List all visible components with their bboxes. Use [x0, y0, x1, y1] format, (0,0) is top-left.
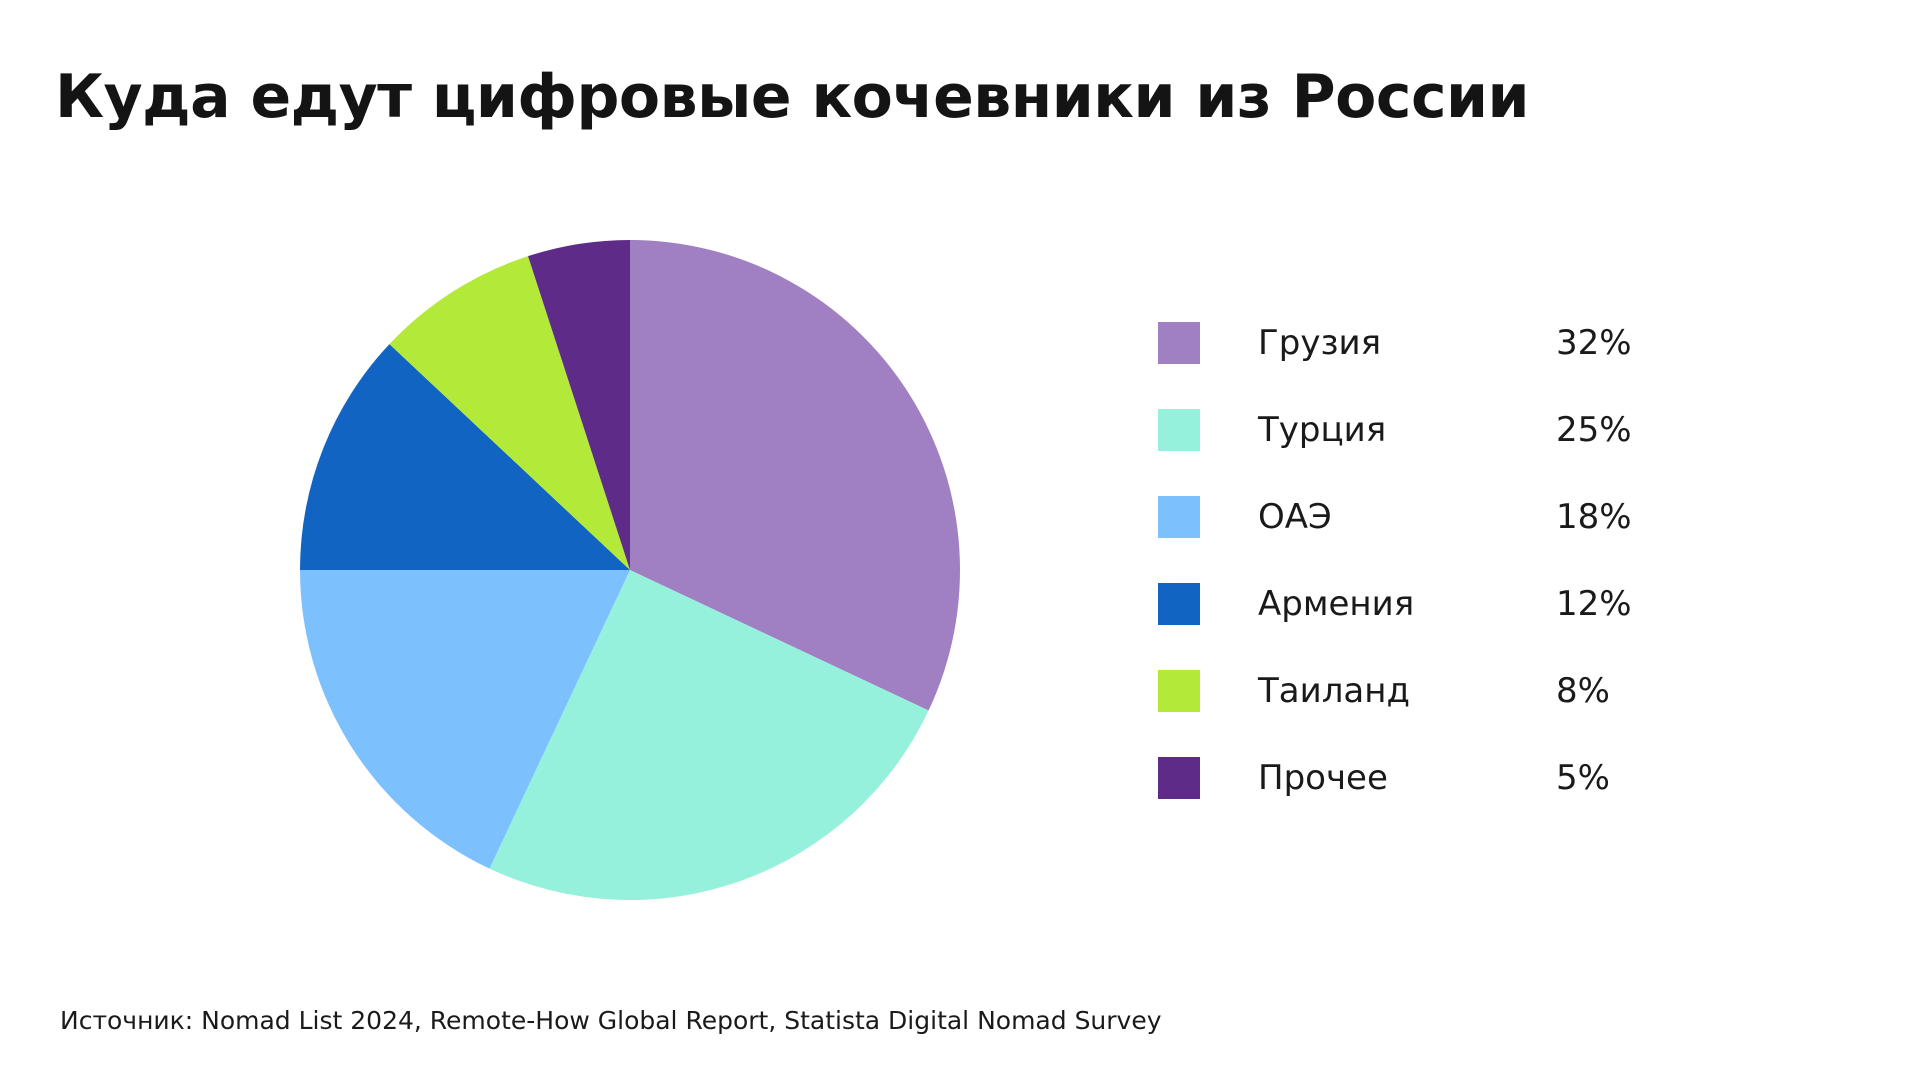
- pie-slice-6: [528, 240, 630, 570]
- pie-slice-2: [489, 570, 929, 900]
- pie-slice-5: [389, 256, 630, 570]
- legend-label: Турция: [1258, 410, 1387, 450]
- legend-value: 32%: [1556, 323, 1632, 363]
- legend-item: Армения 12%: [1158, 561, 1718, 648]
- legend-label: Таиланд: [1258, 671, 1411, 711]
- legend-swatch: [1158, 409, 1200, 451]
- legend-value: 12%: [1556, 584, 1632, 624]
- legend-value: 25%: [1556, 410, 1632, 450]
- pie-chart: [300, 240, 960, 900]
- source-note: Источник: Nomad List 2024, Remote-How Gl…: [60, 1006, 1162, 1035]
- legend: Грузия 32% Турция 25% ОАЭ 18% Армения 12% Таилан…: [1158, 300, 1718, 822]
- pie-slice-1: [630, 240, 960, 711]
- legend-item: Таиланд 8%: [1158, 648, 1718, 735]
- legend-label: Прочее: [1258, 758, 1388, 798]
- legend-item: ОАЭ 18%: [1158, 474, 1718, 561]
- legend-swatch: [1158, 496, 1200, 538]
- legend-label: Грузия: [1258, 323, 1382, 363]
- chart-title: Куда едут цифровые кочевники из России: [55, 62, 1530, 132]
- legend-value: 18%: [1556, 497, 1632, 537]
- legend-label: Армения: [1258, 584, 1415, 624]
- pie-slices: [300, 240, 960, 900]
- pie-slice-4: [300, 344, 630, 570]
- legend-item: Прочее 5%: [1158, 735, 1718, 822]
- legend-item: Грузия 32%: [1158, 300, 1718, 387]
- legend-swatch: [1158, 583, 1200, 625]
- legend-swatch: [1158, 670, 1200, 712]
- legend-item: Турция 25%: [1158, 387, 1718, 474]
- pie-slice-3: [300, 570, 630, 869]
- legend-value: 8%: [1556, 671, 1610, 711]
- legend-label: ОАЭ: [1258, 497, 1332, 537]
- legend-swatch: [1158, 322, 1200, 364]
- legend-value: 5%: [1556, 758, 1610, 798]
- legend-swatch: [1158, 757, 1200, 799]
